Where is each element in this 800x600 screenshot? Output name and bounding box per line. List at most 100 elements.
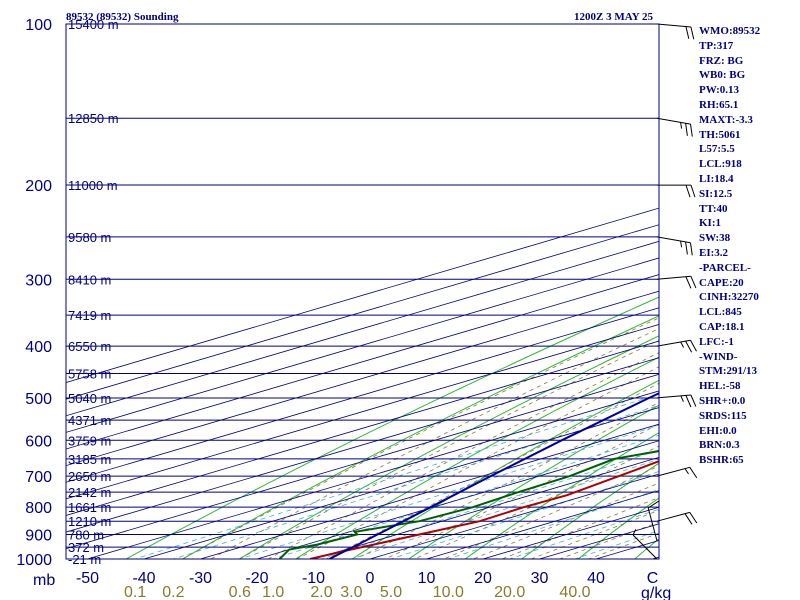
index-item: STM:291/13 <box>699 365 758 378</box>
wind-barb-flag <box>689 467 698 479</box>
index-item: SW:38 <box>699 232 731 245</box>
mixing-ratio-tick-label: 3.0 <box>340 584 362 600</box>
wind-barb-staff <box>656 394 691 399</box>
isotherm <box>66 373 659 550</box>
index-item: LFC:-1 <box>699 335 734 348</box>
isotherm <box>66 240 659 417</box>
mixing-ratio-tick-label: 1.0 <box>262 584 284 600</box>
dry-adiabat <box>351 379 659 559</box>
moist-adiabat <box>383 423 659 559</box>
temperature-tick-label: 20 <box>474 570 492 587</box>
wind-barb-flag <box>685 276 692 289</box>
moist-adiabat <box>558 521 659 559</box>
wind-barb-half-flag <box>680 241 683 248</box>
moist-adiabat <box>442 465 659 559</box>
mixing-ratio-line <box>238 424 659 559</box>
height-label: 9580 m <box>68 230 111 245</box>
dry-adiabat <box>464 432 659 559</box>
moist-adiabat <box>238 339 659 559</box>
pressure-tick-label: 100 <box>25 17 52 34</box>
mixing-ratio-tick-label: 0.2 <box>162 584 184 600</box>
wind-barb-flag <box>690 339 697 352</box>
plot-frame <box>65 23 660 560</box>
pressure-tick-label: 700 <box>25 469 52 486</box>
moist-adiabats <box>181 317 659 559</box>
mixing-ratio-tick-label: 5.0 <box>380 584 402 600</box>
index-item: HEL:-58 <box>699 380 741 393</box>
temperature-tick-label: 40 <box>587 570 605 587</box>
height-label: 8410 m <box>68 272 111 287</box>
wind-barb-half-flag <box>680 122 683 129</box>
height-label: 5040 m <box>68 391 111 406</box>
index-item: WB0: BG <box>699 69 746 82</box>
index-item: MAXT:-3.3 <box>699 113 753 126</box>
wind-barb <box>656 466 698 479</box>
isotherm <box>313 456 659 559</box>
mixing-ratio-unit-label: g/kg <box>641 585 671 600</box>
index-item: CINH:32270 <box>699 291 759 304</box>
temperature-tick-label: -10 <box>302 570 325 587</box>
index-item: TH:5061 <box>699 128 741 141</box>
wind-barb-staff <box>656 339 691 347</box>
dry-adiabat <box>125 296 659 559</box>
index-item: FRZ: BG <box>699 54 744 67</box>
isotherm <box>66 224 659 400</box>
temperature-axis-labels: -50 -40 -30 -20 -10 0 10 20 30 40 C <box>76 570 658 587</box>
mixing-ratio-tick-label: 20.0 <box>494 584 525 600</box>
height-label: 4371 m <box>68 413 111 428</box>
mixing-ratio-tick-label: 0.6 <box>229 584 251 600</box>
temperature-tick-label: -50 <box>76 570 99 587</box>
wind-barb <box>632 529 658 560</box>
wind-barb <box>656 117 693 137</box>
index-item: SHR+:0.0 <box>699 394 746 407</box>
isotherm <box>66 207 659 383</box>
index-item: EHI:0.0 <box>699 424 737 437</box>
height-label: 12850 m <box>68 111 119 126</box>
moist-adiabat <box>296 366 659 559</box>
pressure-tick-label: 900 <box>25 528 52 545</box>
temperature-tick-label: 30 <box>531 570 549 587</box>
wind-barb <box>657 184 696 198</box>
wind-barb-flag <box>685 123 688 136</box>
stability-indices-panel: WMO:89532 TP:317 FRZ: BG WB0: BG PW:0.13 RH:6… <box>699 24 760 468</box>
wind-barb-flag <box>690 394 697 407</box>
wind-barb <box>656 394 697 408</box>
height-label: 2650 m <box>68 469 111 484</box>
wind-barb-staff <box>656 275 691 280</box>
temperature-tick-label: C <box>647 570 659 587</box>
wind-barbs <box>632 23 698 560</box>
height-label: 6550 m <box>68 339 111 354</box>
moist-adiabat <box>354 401 659 559</box>
wind-barb-staff <box>656 117 691 125</box>
wind-barb <box>656 236 693 256</box>
wind-barb-half-flag <box>680 341 685 348</box>
index-item: CAPE:20 <box>699 276 744 289</box>
height-label: 5758 m <box>68 367 111 382</box>
pressure-tick-label: 300 <box>25 272 52 289</box>
wind-barb-flag <box>690 242 693 256</box>
mixing-ratio-tick-label: 10.0 <box>433 584 464 600</box>
height-label: 7419 m <box>68 308 111 323</box>
index-item: KI:1 <box>699 217 721 230</box>
dry-adiabat <box>238 335 659 559</box>
wind-barb-flag <box>685 241 688 255</box>
observation-time: 1200Z 3 MAY 25 <box>574 11 653 23</box>
mixing-ratio-axis-labels: 0.1 0.2 0.6 1.0 2.0 3.0 5.0 10.0 20.0 40.0 <box>124 584 591 600</box>
index-item: CAP:18.1 <box>699 320 745 333</box>
wind-barb-flag <box>684 513 693 525</box>
height-label: 1210 m <box>68 514 111 529</box>
pressure-tick-label: 500 <box>25 391 52 408</box>
dewpoint-trace <box>278 450 659 559</box>
pressure-tick-label: 800 <box>25 500 52 517</box>
wind-barb-flag <box>685 26 690 39</box>
isotherm <box>66 290 659 467</box>
temperature-tick-label: 0 <box>366 570 375 587</box>
isotherm <box>87 390 659 559</box>
parcel-trace <box>328 392 659 559</box>
mixing-ratio-tick-label: 0.1 <box>124 584 146 600</box>
pressure-tick-label: 1000 <box>16 552 52 569</box>
wind-barb <box>656 339 697 353</box>
wind-barb-staff <box>656 236 691 244</box>
